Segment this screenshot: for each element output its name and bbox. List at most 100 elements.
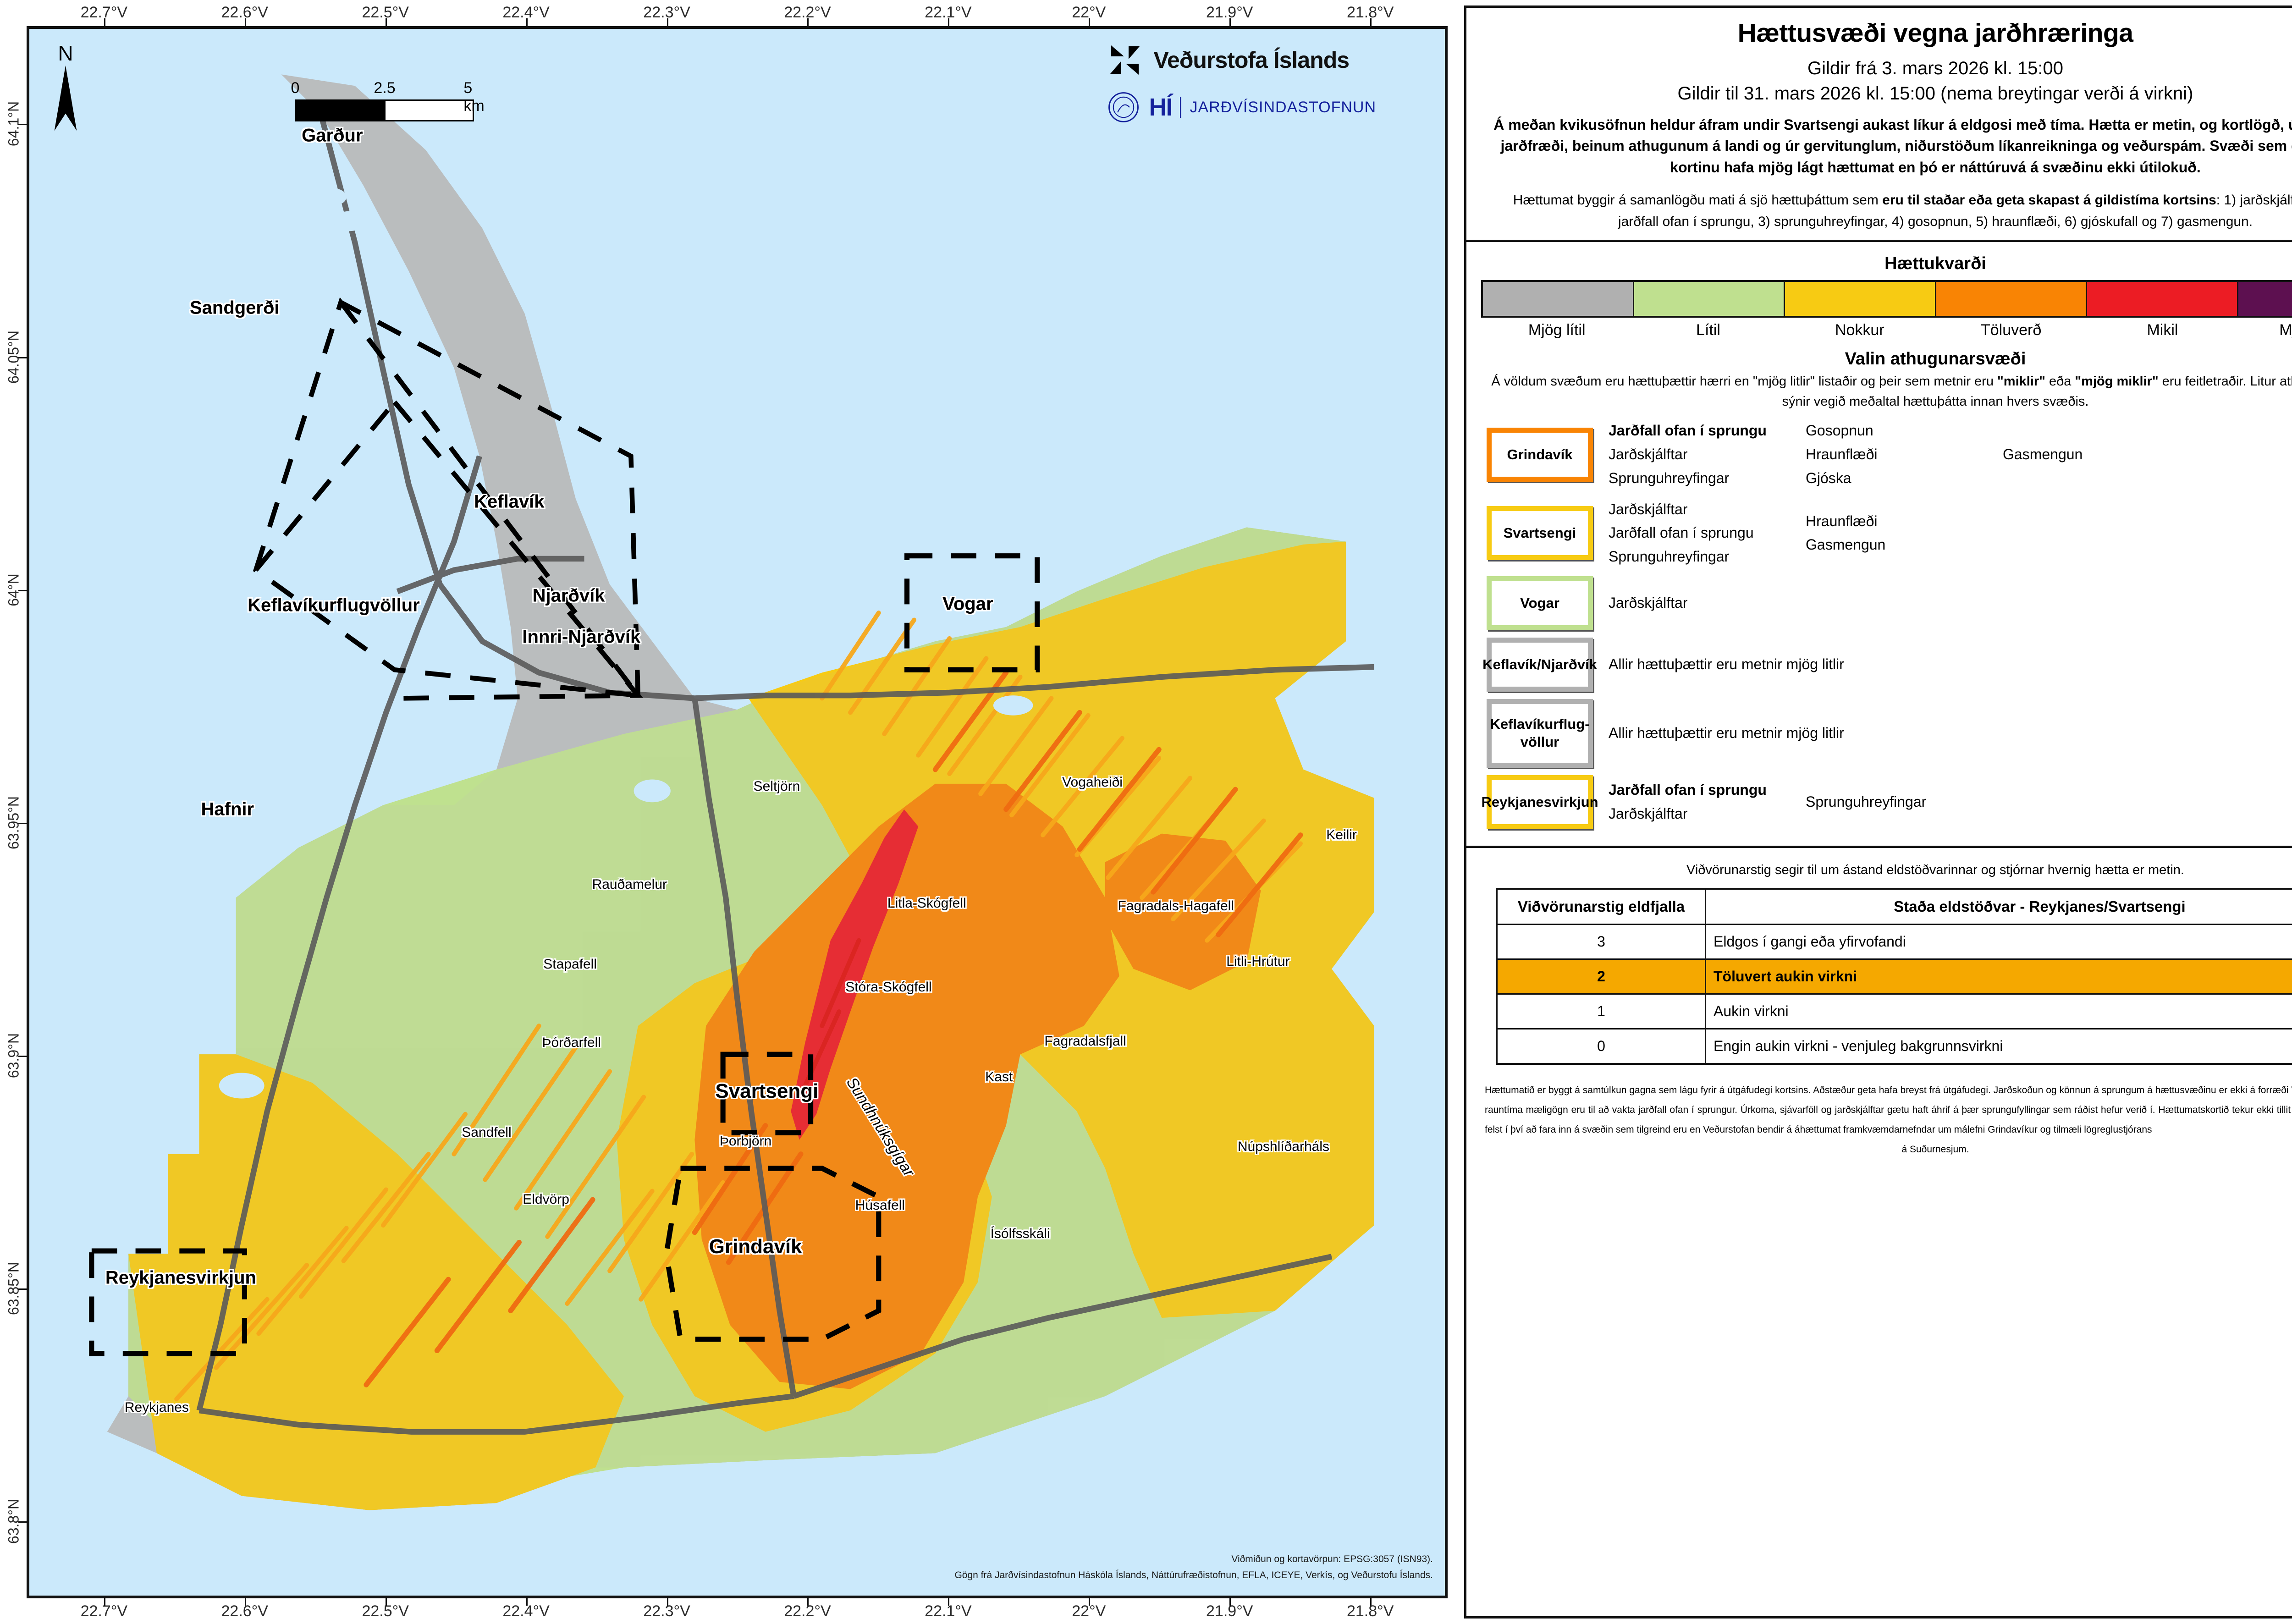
hi-mark: HÍ [1149, 94, 1173, 121]
obs-note-1: Á völdum svæðum eru hættuþættir hærri en… [1491, 374, 1998, 389]
area-outline-svartsengi [720, 1051, 814, 1135]
map-place-label: Húsafell [855, 1197, 905, 1213]
factors-text-bold: eru til staðar eða geta skapast á gildis… [1882, 193, 2216, 208]
map-place-label: Garður [302, 125, 363, 146]
map-canvas[interactable]: Garður Sandgerði Keflavík Njarðvík Innri-Nja… [27, 26, 1448, 1598]
latitude-tick-mark [18, 589, 28, 591]
valid-from: Gildir frá 3. mars 2026 kl. 15:00 [1807, 58, 2064, 78]
map-place-label: Sandgerði [189, 297, 280, 318]
page-title: Hættusvæði vegna jarðhræringa [1737, 18, 2133, 48]
map-place-label: Núpshlíðarháls [1237, 1139, 1330, 1155]
dashed-boundaries [253, 297, 644, 701]
scale-bar-segment-2 [384, 101, 473, 120]
th-level: Viðvörunarstig eldfjalla [1496, 888, 1706, 925]
longitude-tick-mark [948, 18, 950, 28]
observation-area-list: Grindavík Jarðfall ofan í sprungu Jarðskjá… [1466, 419, 2292, 830]
map-place-label: Þorbjörn [719, 1133, 772, 1149]
warning-level-note: Viðvörunarstig segir til um ástand eldst… [1686, 863, 2184, 878]
factors-paragraph: Hættumat byggir á samanlögðu mati á sjö … [1492, 190, 2292, 232]
fissure-lines [174, 611, 1303, 1402]
table-row: 0 Engin aukin virkni - venjuleg bakgrunns… [1496, 1028, 2292, 1065]
observation-area-factor-column [1806, 653, 2003, 677]
observation-area-swatch: Vogar [1487, 576, 1593, 631]
warning-level-table: Viðvörunarstig eldfjalla Staða eldstöðva… [1496, 888, 2292, 1065]
warning-level-status: Aukin virkni [1705, 993, 2292, 1030]
hazard-scale-swatches [1481, 280, 2292, 318]
map-place-label: Svartsengi [715, 1080, 819, 1103]
area-outline-grindavik [663, 1166, 882, 1342]
observation-area-factors: Allir hættuþættir eru metnir mjög litlir [1609, 721, 2292, 745]
observation-area-factor-column: Gosopnun Hraunflæði Gjóska [1806, 419, 2003, 490]
obs-note-3: eru feitletraðir. Litur athugunarsvæða s… [1782, 374, 2292, 409]
observation-area-swatch: Grindavík [1487, 427, 1593, 482]
observation-area-row[interactable]: Vogar Jarðskjálftar [1487, 576, 2292, 631]
warning-level-number: 2 [1496, 958, 1706, 995]
observation-area-factors: Jarðfall ofan í sprungu Jarðskjálftar Spru… [1609, 419, 2292, 490]
observation-area-row[interactable]: Reykjanesvirkjun Jarðfall ofan í sprungu J… [1481, 775, 2292, 830]
pinwheel-icon [1110, 45, 1140, 75]
obs-note-bold-1: "miklir" [1997, 374, 2045, 389]
lakes [219, 188, 1033, 1099]
longitude-tick-mark [244, 18, 246, 28]
map-place-label: Reykjanes [124, 1399, 189, 1415]
map-place-label: Vogaheiði [1062, 774, 1123, 790]
scale-bar-tick-label: 0 [291, 79, 300, 97]
latitude-tick-mark [18, 124, 28, 126]
map-place-label: Grindavík [709, 1235, 802, 1258]
observation-area-swatch: Keflavík/Njarðvík [1482, 638, 1597, 692]
observation-area-row[interactable]: Svartsengi Jarðskjálftar Jarðfall ofan í s… [1487, 498, 2292, 569]
ui-earth-science-logo: HÍ JARÐVÍSINDASTOFNUN [1107, 90, 1376, 124]
map-place-label: Reykjanesvirkjun [105, 1267, 256, 1288]
longitude-tick-mark [104, 18, 105, 28]
longitude-tick-label: 21.9°V [1206, 4, 1253, 21]
longitude-tick-mark [385, 1596, 387, 1606]
latitude-tick-mark [18, 357, 28, 358]
observation-area-factors: Jarðfall ofan í sprungu Jarðskjálftar Spru… [1609, 778, 2292, 826]
hazard-level-swatch [1785, 282, 1936, 316]
observation-area-factor-column: Allir hættuþættir eru metnir mjög litlir [1609, 721, 1844, 745]
scale-bar-segment-1 [297, 101, 384, 120]
map-place-label: Ísólfsskáli [990, 1226, 1050, 1241]
map-source-credits: Viðmiðun og kortavörpun: EPSG:3057 (ISN9… [954, 1551, 1433, 1584]
logo-block: Veðurstofa Íslands HÍ JARÐVÍSINDASTOFNUN [1107, 42, 1376, 124]
observation-area-factor: Allir hættuþættir eru metnir mjög litlir [1609, 725, 1844, 742]
observation-area-factor-column: Sprunguhreyfingar [1806, 778, 2003, 826]
observation-area-swatch: Reykjanesvirkjun [1481, 775, 1598, 830]
map-place-label: Seltjörn [753, 779, 800, 794]
observation-area-factor: Gosopnun [1806, 422, 1873, 439]
observation-area-factor-column [2003, 653, 2168, 677]
latitude-tick-mark [18, 822, 28, 824]
map-place-label: Kast [985, 1069, 1013, 1085]
area-outline-reykjanesvirkjun [89, 1248, 247, 1356]
hazard-level-label: Mjög mikil [2279, 321, 2292, 339]
observation-area-row[interactable]: Keflavík/Njarðvík Allir hættuþættir eru m… [1482, 638, 2292, 692]
observation-area-factor: Gasmengun [2003, 446, 2083, 462]
observation-area-name: Keflavík/Njarðvík [1482, 656, 1597, 672]
observation-area-factor-column: Jarðfall ofan í sprungu Jarðskjálftar [1609, 778, 1806, 826]
observation-area-row[interactable]: Grindavík Jarðfall ofan í sprungu Jarðskjá… [1487, 419, 2292, 490]
imo-logo-text: Veðurstofa Íslands [1153, 47, 1350, 73]
longitude-tick-mark [948, 1596, 950, 1606]
map-place-label: Fagradals-Hagafell [1118, 898, 1234, 914]
longitude-tick-mark [1229, 18, 1231, 28]
valid-to: Gildir til 31. mars 2026 kl. 15:00 (nema… [1677, 83, 2193, 104]
info-sidebar: Hættusvæði vegna jarðhræringa Gildir frá… [1464, 6, 2292, 1618]
map-place-label: Keflavíkurflugvöllur [248, 595, 420, 616]
disclaimer-last-line: á Suðurnesjum. [1901, 1144, 1969, 1155]
map-place-label: Njarðvík [532, 585, 605, 606]
observation-area-factor-column: Jarðskjálftar Jarðfall ofan í sprungu Spru… [1609, 498, 1806, 569]
scale-bar-tick-label: 2.5 [374, 79, 396, 97]
longitude-tick-mark [526, 18, 528, 28]
longitude-tick-mark [526, 1596, 528, 1606]
imo-logo: Veðurstofa Íslands [1107, 42, 1376, 78]
logo-divider [1180, 97, 1182, 118]
map-projection-text: Viðmiðun og kortavörpun: EPSG:3057 (ISN9… [1231, 1553, 1433, 1564]
observation-area-factor: Sprunguhreyfingar [1609, 548, 1730, 565]
observation-area-row[interactable]: Keflavíkurflug-völlur Allir hættuþættir e… [1487, 699, 2292, 768]
north-arrow-label: N [58, 41, 73, 65]
observation-area-factor: Hraunflæði [1806, 446, 1878, 462]
warning-level-status: Eldgos í gangi eða yfirvofandi [1705, 924, 2292, 960]
observation-area-factor-column [2003, 591, 2168, 615]
longitude-tick-mark [667, 18, 668, 28]
map-place-label: Innri-Njarðvík [522, 627, 641, 647]
